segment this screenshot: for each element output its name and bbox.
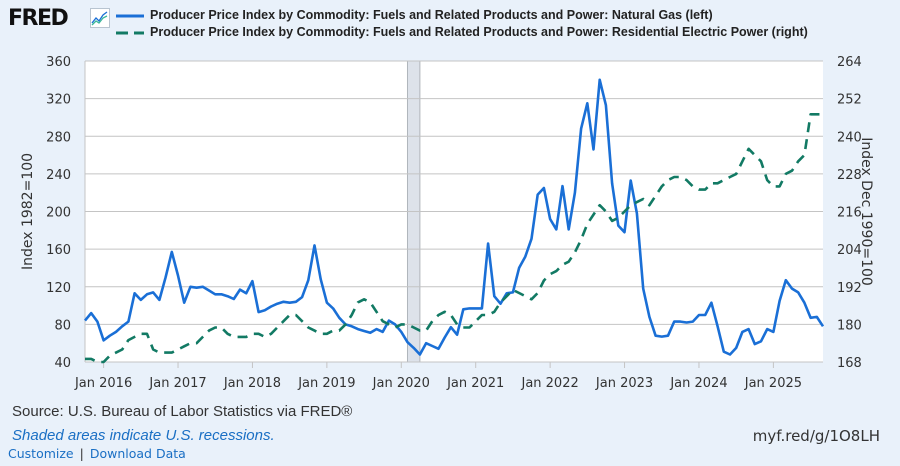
x-tick-label: Jan 2022 [520, 376, 578, 391]
right-tick-label: 168 [837, 356, 862, 371]
x-tick-label: Jan 2020 [372, 376, 430, 391]
legend-item-natural-gas[interactable]: Producer Price Index by Commodity: Fuels… [116, 7, 808, 24]
right-tick-label: 192 [837, 281, 862, 296]
short-link[interactable]: myf.red/g/1O8LH [752, 427, 880, 445]
series-line-residential-electric [85, 113, 823, 364]
left-tick-label: 240 [46, 168, 71, 183]
source-note: Source: U.S. Bureau of Labor Statistics … [12, 403, 353, 420]
left-tick-label: 280 [46, 130, 71, 145]
legend-solid-line-icon [116, 14, 144, 17]
customize-link[interactable]: Customize [8, 446, 74, 461]
left-tick-label: 320 [46, 93, 71, 108]
left-tick-label: 160 [46, 243, 71, 258]
right-tick-label: 216 [837, 206, 862, 221]
legend-item-residential-electric[interactable]: Producer Price Index by Commodity: Fuels… [116, 24, 808, 41]
footer-links: Customize | Download Data [8, 446, 186, 461]
left-axis-title: Index 1982=100 [20, 153, 36, 270]
left-tick-label: 200 [46, 206, 71, 221]
link-separator: | [79, 446, 84, 461]
legend-label: Producer Price Index by Commodity: Fuels… [150, 25, 808, 39]
left-tick-label: 80 [54, 318, 71, 333]
line-chart-icon [90, 8, 110, 28]
x-tick-label: Jan 2025 [744, 376, 802, 391]
right-tick-label: 252 [837, 93, 862, 108]
legend-dashed-line-icon [116, 31, 144, 34]
series-line-natural-gas [83, 78, 825, 356]
right-tick-label: 204 [837, 243, 862, 258]
x-tick-label: Jan 2017 [148, 376, 206, 391]
x-tick-label: Jan 2023 [595, 376, 653, 391]
download-data-link[interactable]: Download Data [89, 446, 186, 461]
fred-logo: FRED [8, 6, 69, 31]
legend-label: Producer Price Index by Commodity: Fuels… [150, 8, 713, 22]
right-tick-label: 240 [837, 130, 862, 145]
x-tick-label: Jan 2021 [446, 376, 504, 391]
x-tick-label: Jan 2016 [74, 376, 132, 391]
chart: 40 80 120 160 200 240 280 320 360 168 180 192 204 216… [20, 55, 874, 391]
left-tick-label: 360 [46, 55, 71, 70]
x-tick-label: Jan 2019 [297, 376, 355, 391]
right-tick-label: 228 [837, 168, 862, 183]
right-tick-label: 180 [837, 318, 862, 333]
x-tick-label: Jan 2024 [669, 376, 727, 391]
left-tick-label: 120 [46, 281, 71, 296]
x-tick-label: Jan 2018 [223, 376, 281, 391]
right-axis-title: Index Dec 1990=100 [858, 137, 874, 286]
recession-note: Shaded areas indicate U.S. recessions. [12, 427, 275, 444]
right-tick-label: 264 [837, 55, 862, 70]
left-tick-label: 40 [54, 356, 71, 371]
legend: Producer Price Index by Commodity: Fuels… [116, 7, 808, 41]
